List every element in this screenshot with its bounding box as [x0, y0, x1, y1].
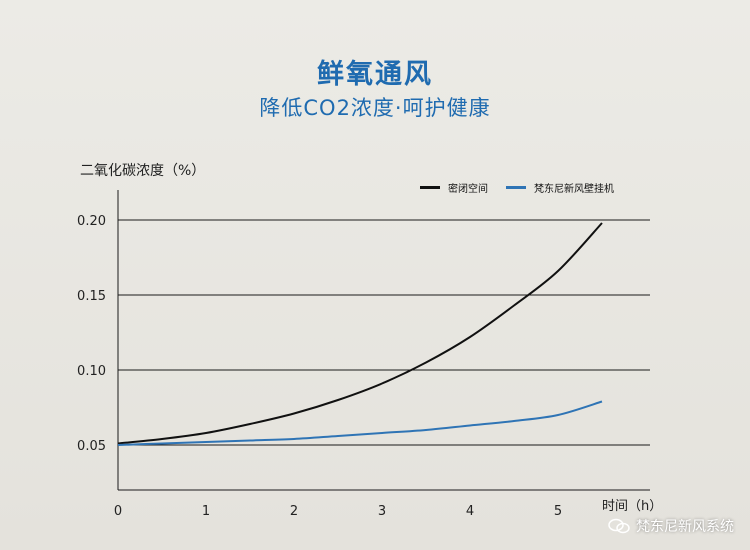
watermark-text: 梵东尼新风系统 [636, 519, 734, 535]
legend-item-ventilator: 梵东尼新风壁挂机 [506, 180, 614, 195]
x-tick-label-1: 1 [202, 504, 210, 519]
y-tick-label-0: 0.05 [77, 439, 106, 454]
x-axis-label: 时间（h） [602, 499, 662, 514]
x-tick-label-5: 5 [554, 504, 562, 519]
x-tick-label-0: 0 [114, 504, 122, 519]
x-tick-label-4: 4 [466, 504, 474, 519]
legend-swatch-sealed-space [420, 186, 440, 189]
watermark: 梵东尼新风系统 [608, 516, 734, 536]
x-tick-label-3: 3 [378, 504, 386, 519]
page-subtitle: 降低CO2浓度·呵护健康 [259, 96, 491, 120]
y-tick-label-3: 0.20 [77, 214, 106, 229]
wechat-icon [608, 518, 630, 534]
y-tick-label-2: 0.15 [77, 289, 106, 304]
legend-label-ventilator: 梵东尼新风壁挂机 [534, 184, 614, 195]
legend-swatch-ventilator [506, 186, 526, 189]
y-tick-label-1: 0.10 [77, 364, 106, 379]
series-line-0 [117, 222, 603, 445]
chart-legend: 密闭空间 梵东尼新风壁挂机 [420, 180, 632, 195]
x-tick-label-2: 2 [290, 504, 298, 519]
series-line-1 [117, 400, 603, 446]
legend-item-sealed-space: 密闭空间 [420, 180, 488, 195]
y-axis-label: 二氧化碳浓度（%） [80, 163, 206, 179]
page-title: 鲜氧通风 [317, 59, 433, 90]
legend-label-sealed-space: 密闭空间 [448, 184, 488, 195]
